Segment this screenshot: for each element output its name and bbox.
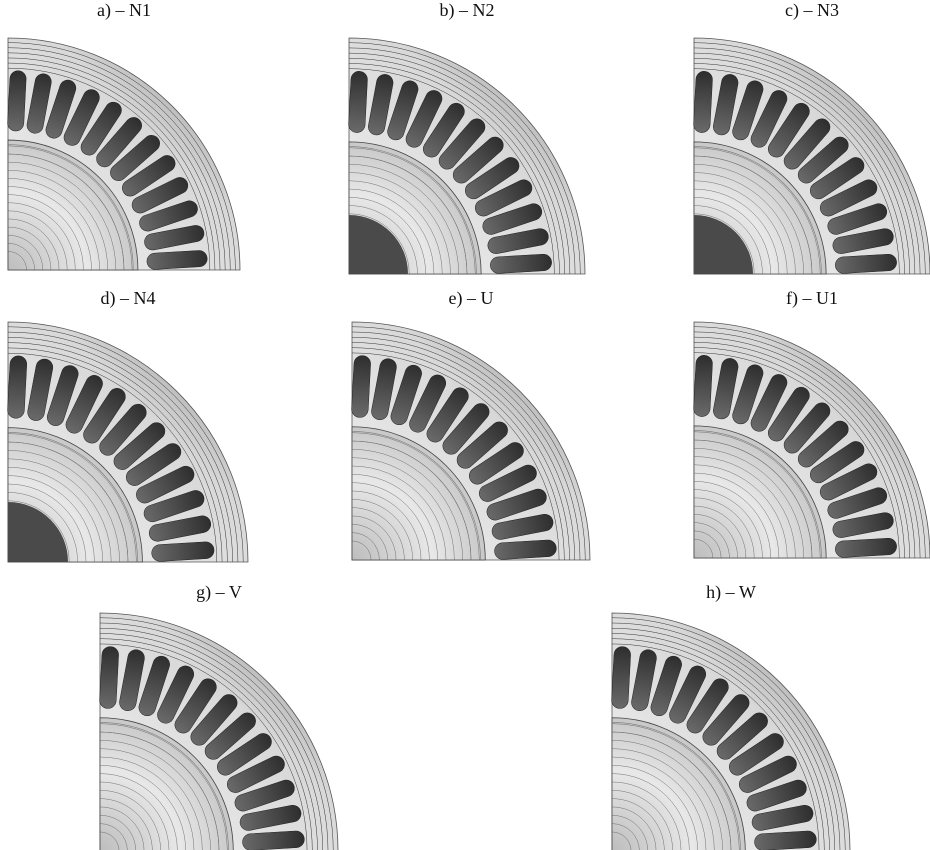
stator-slot bbox=[835, 538, 897, 558]
figure: a) – N1 b) – N2 c) – N3 d) – N4 e) – U f) – U… bbox=[0, 0, 930, 850]
panel-label: h) – W bbox=[706, 582, 756, 603]
motor-panel: e) – U bbox=[351, 288, 590, 560]
panel-label: b) – N2 bbox=[440, 0, 495, 21]
panel-label: a) – N1 bbox=[97, 0, 151, 21]
panel-label: e) – U bbox=[449, 288, 494, 309]
motor-panel: f) – U1 bbox=[693, 288, 930, 558]
panel-label: c) – N3 bbox=[785, 0, 839, 21]
panel-label: g) – V bbox=[196, 582, 242, 603]
stator-slot bbox=[494, 540, 557, 560]
stator-slot bbox=[693, 355, 713, 417]
panel-label: f) – U1 bbox=[786, 288, 838, 309]
stator-slot bbox=[7, 355, 27, 418]
stator-slot bbox=[351, 355, 371, 418]
panel-label: d) – N4 bbox=[101, 288, 156, 309]
motor-panel: g) – V bbox=[99, 582, 338, 850]
stator-slot bbox=[348, 71, 368, 133]
stator-slot bbox=[490, 254, 552, 274]
motor-panel: c) – N3 bbox=[693, 0, 930, 274]
stator-slot bbox=[146, 250, 207, 270]
stator-slot bbox=[611, 646, 631, 709]
motor-panel: b) – N2 bbox=[348, 0, 585, 274]
stator-slot bbox=[754, 831, 817, 850]
stator-slot bbox=[151, 541, 214, 561]
stator-slot bbox=[7, 70, 26, 131]
stator-slot bbox=[693, 71, 713, 133]
stator-slot bbox=[835, 254, 897, 274]
motor-panel: h) – W bbox=[611, 582, 850, 850]
stator-slot bbox=[99, 646, 119, 709]
motor-panel: a) – N1 bbox=[7, 0, 240, 270]
motor-panel: d) – N4 bbox=[7, 288, 248, 562]
stator-slot bbox=[242, 831, 305, 850]
